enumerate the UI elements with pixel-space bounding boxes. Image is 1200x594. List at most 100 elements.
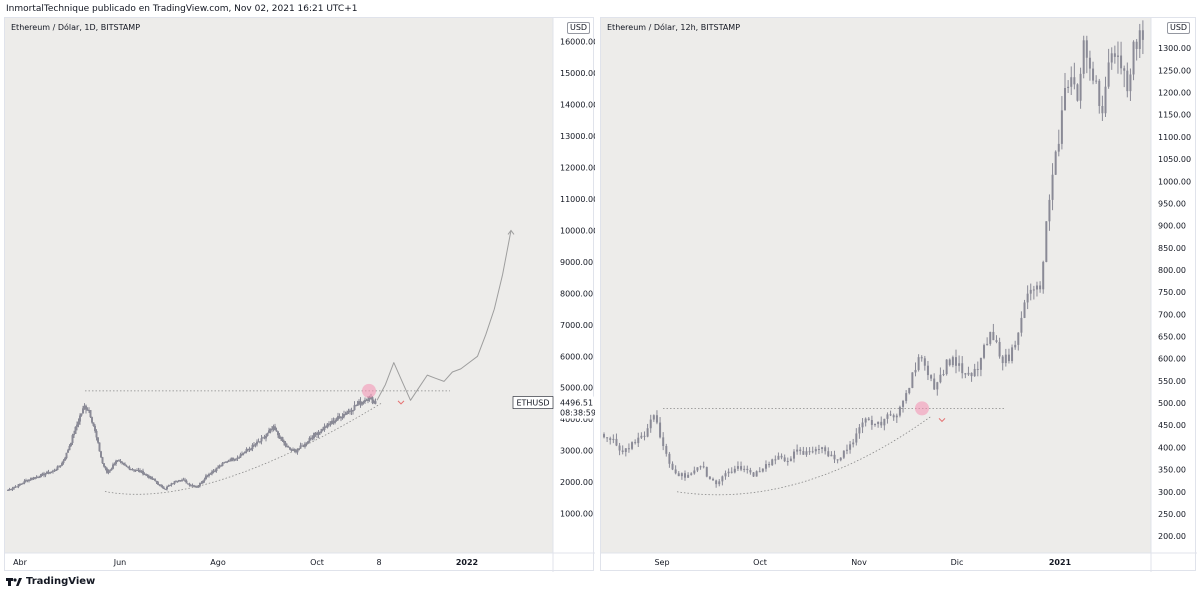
candle-body (200, 482, 203, 484)
candle (870, 415, 873, 430)
candle (752, 472, 755, 478)
candle-body (260, 438, 263, 442)
candle (67, 448, 69, 453)
candle (755, 470, 758, 477)
candle-body (986, 343, 989, 346)
candle (101, 456, 104, 465)
candle (202, 480, 204, 484)
x-tick-label: 2021 (1049, 558, 1072, 567)
candle (861, 418, 864, 434)
candle (939, 367, 942, 384)
candle-body (1088, 57, 1091, 69)
candle-body (671, 463, 674, 470)
candle (699, 465, 702, 470)
candle (16, 486, 18, 488)
candle-body (356, 404, 359, 406)
candle-body (121, 461, 123, 463)
candle (70, 442, 72, 447)
candle (659, 417, 662, 439)
chart-panel-12h[interactable]: 1300.00 1250.00 1200.00 1150.00 1100.00 1050.… (600, 17, 1197, 572)
candle-body (40, 474, 42, 478)
candle-body (106, 468, 108, 473)
candle-body (130, 469, 132, 471)
candle-body (979, 357, 982, 370)
candle-body (314, 432, 317, 434)
candle (94, 424, 96, 433)
tradingview-logo[interactable]: TradingView (6, 576, 95, 587)
chart-panel-daily[interactable]: 16000.00 15000.00 14000.00 13000.00 12000.00… (4, 17, 595, 572)
candle-body (43, 473, 45, 476)
candle-body (190, 485, 192, 487)
candle (106, 467, 108, 474)
candle-body (80, 413, 83, 416)
candle (208, 472, 210, 478)
candle (283, 439, 285, 446)
currency-tag-daily[interactable]: USD (567, 22, 591, 34)
candle (780, 453, 783, 460)
candle-body (94, 425, 96, 431)
candle (634, 439, 637, 445)
candle-body (870, 420, 873, 425)
candle-body (733, 468, 736, 473)
candle (954, 349, 957, 374)
candle-body (970, 372, 973, 377)
candle (163, 486, 165, 490)
candle-body (911, 372, 914, 388)
candle-body (727, 471, 730, 474)
candle-body (867, 418, 870, 421)
candle (98, 442, 101, 452)
currency-tag-12h[interactable]: USD (1167, 22, 1191, 34)
chart-svg-12h[interactable]: 1300.00 1250.00 1200.00 1150.00 1100.00 1050.… (601, 18, 1197, 572)
candle-body (761, 468, 764, 472)
candle (239, 452, 242, 458)
candle (136, 468, 138, 472)
candle-body (687, 474, 690, 478)
candle (41, 472, 44, 477)
candle-body (308, 437, 311, 442)
candle-body (88, 410, 90, 412)
chart-svg-daily[interactable]: 16000.00 15000.00 14000.00 13000.00 12000.00… (5, 18, 595, 572)
candle (97, 437, 99, 444)
candle-body (920, 357, 923, 359)
candle (1026, 285, 1029, 310)
candle-body (133, 469, 135, 471)
candle (961, 356, 964, 379)
candle-body (930, 375, 933, 379)
candle-body (239, 454, 242, 458)
candle (746, 465, 749, 474)
candle (690, 472, 693, 476)
candle (157, 480, 159, 486)
candle-body (49, 472, 51, 474)
y-tick-label: 15000.00 (560, 69, 595, 78)
candle-body (964, 373, 967, 375)
y-tick-label: 250.00 (1158, 510, 1186, 519)
candle-body (103, 463, 105, 467)
candle (603, 432, 605, 439)
candle-body (764, 464, 767, 469)
candle (852, 438, 855, 448)
candle-body (954, 357, 957, 366)
candle-body (157, 482, 159, 485)
candle-body (830, 454, 833, 457)
candle (68, 444, 71, 451)
candle (902, 399, 905, 413)
x-tick-label: 2022 (456, 558, 478, 567)
plot-background (601, 18, 1151, 553)
candle (842, 450, 845, 460)
candle (280, 436, 282, 441)
candle (85, 404, 87, 414)
candle-body (973, 368, 976, 377)
candle (621, 445, 624, 455)
candle (1076, 83, 1079, 102)
candle-body (1032, 289, 1035, 291)
header-publish-line: InmortalTechnique publicado en TradingVi… (6, 4, 358, 14)
candle (1020, 311, 1023, 337)
candle (212, 468, 215, 474)
candle-body (1120, 55, 1123, 69)
candle (143, 472, 146, 476)
candle-body (1132, 41, 1135, 75)
candle (254, 443, 257, 448)
candle-body (158, 484, 161, 486)
candle (175, 480, 177, 483)
y-tick-label: 3000.00 (560, 447, 593, 456)
